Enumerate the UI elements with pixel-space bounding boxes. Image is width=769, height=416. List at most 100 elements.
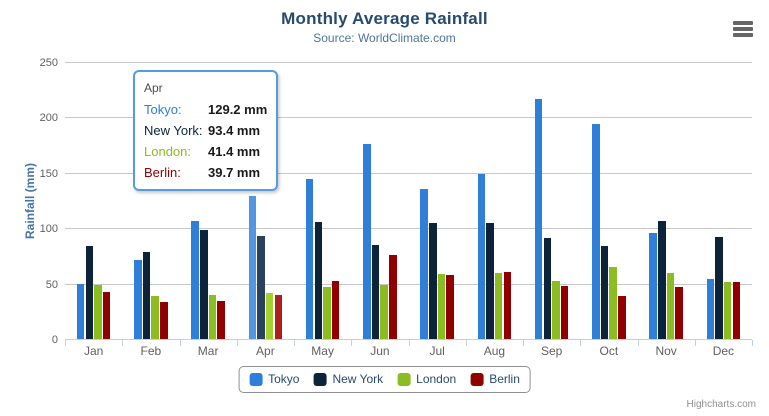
bar-berlin-oct[interactable] [618, 295, 626, 339]
bar-new-york-feb[interactable] [142, 251, 151, 339]
x-axis-tick [580, 340, 582, 346]
bar-london-nov[interactable] [666, 273, 675, 339]
x-axis-label-nov: Nov [655, 344, 677, 358]
bar-new-york-sep[interactable] [543, 237, 552, 339]
legend-swatch-london [397, 373, 411, 386]
chart-title: Monthly Average Rainfall [281, 9, 488, 28]
bar-tokyo-feb[interactable] [134, 259, 142, 339]
bar-berlin-may[interactable] [331, 280, 340, 339]
chart-subtitle: Source: WorldClimate.com [313, 31, 456, 45]
bar-tokyo-may[interactable] [305, 179, 314, 339]
bar-tokyo-oct[interactable] [592, 123, 600, 339]
bar-berlin-nov[interactable] [675, 287, 683, 339]
bar-new-york-aug[interactable] [486, 223, 494, 339]
bar-london-feb[interactable] [151, 296, 159, 339]
x-axis-tick [122, 340, 124, 346]
bar-berlin-apr[interactable] [274, 295, 283, 339]
bar-new-york-jun[interactable] [371, 245, 380, 339]
bar-new-york-mar[interactable] [200, 229, 208, 339]
bar-berlin-sep[interactable] [560, 286, 569, 339]
legend-swatch-new-york [313, 373, 327, 386]
legend-label-london: London [416, 372, 457, 386]
x-axis-label-may: May [311, 344, 334, 358]
legend-label-new-york: New York [332, 372, 384, 386]
x-axis-tick [694, 340, 696, 346]
x-axis-label-oct: Oct [599, 344, 619, 358]
bar-tokyo-apr[interactable] [248, 195, 257, 339]
bar-berlin-aug[interactable] [503, 272, 512, 339]
credits-link[interactable]: Highcharts.com [686, 399, 756, 410]
legend: Tokyo New York London Berlin [238, 366, 531, 393]
gridline-100 [65, 228, 752, 230]
x-axis-tick [408, 340, 410, 346]
export-menu-button[interactable] [733, 21, 753, 37]
bar-london-sep[interactable] [552, 280, 560, 339]
legend-swatch-tokyo [249, 373, 263, 386]
legend-label-berlin: Berlin [489, 372, 520, 386]
bar-tokyo-sep[interactable] [534, 99, 543, 339]
x-axis-tick [65, 340, 66, 346]
legend-item-berlin[interactable]: Berlin [470, 372, 520, 387]
x-axis-tick [179, 340, 181, 346]
bar-tokyo-jun[interactable] [363, 144, 371, 339]
x-axis-tick [465, 340, 467, 346]
bar-new-york-jul[interactable] [429, 222, 437, 339]
y-axis-label-250: 250 [39, 57, 58, 69]
bar-berlin-mar[interactable] [217, 300, 225, 339]
bar-london-jun[interactable] [380, 285, 388, 339]
x-axis-label-jun: Jun [370, 344, 390, 358]
bar-london-jul[interactable] [437, 273, 446, 339]
bar-new-york-may[interactable] [314, 221, 323, 339]
legend-swatch-berlin [470, 373, 484, 386]
x-axis-label-sep: Sep [540, 344, 563, 358]
x-axis-label-jul: Jul [429, 344, 445, 358]
bar-berlin-jun[interactable] [389, 255, 397, 339]
x-axis-label-dec: Dec [712, 344, 735, 358]
x-axis-tick [523, 340, 524, 346]
bar-tokyo-aug[interactable] [477, 174, 486, 339]
y-axis-label-150: 150 [39, 167, 58, 180]
bar-tokyo-jan[interactable] [76, 283, 85, 339]
legend-label-tokyo: Tokyo [268, 372, 300, 386]
x-axis-label-feb: Feb [140, 344, 162, 358]
bar-new-york-apr[interactable] [257, 235, 265, 339]
bar-london-apr[interactable] [265, 293, 274, 339]
legend-item-tokyo[interactable]: Tokyo [249, 372, 299, 387]
bar-berlin-feb[interactable] [160, 302, 168, 339]
y-axis-label-50: 50 [45, 278, 58, 291]
bar-tokyo-jul[interactable] [420, 188, 428, 339]
bar-london-dec[interactable] [723, 282, 732, 339]
bar-london-may[interactable] [323, 286, 331, 339]
legend-item-new-york[interactable]: New York [313, 372, 383, 387]
x-axis-tick [236, 340, 238, 346]
bar-london-jan[interactable] [94, 284, 102, 339]
bar-tokyo-dec[interactable] [706, 278, 715, 339]
bar-new-york-oct[interactable] [600, 246, 609, 339]
bar-london-aug[interactable] [494, 272, 503, 339]
bar-tokyo-mar[interactable] [191, 221, 199, 339]
legend-item-london[interactable]: London [397, 372, 456, 387]
gridline-50 [65, 283, 752, 285]
gridline-200 [65, 117, 752, 119]
y-axis-label-100: 100 [39, 223, 58, 236]
bar-berlin-jul[interactable] [446, 275, 454, 339]
x-axis-label-jan: Jan [83, 344, 104, 358]
gridline-250 [65, 62, 752, 63]
bar-berlin-jan[interactable] [102, 292, 111, 339]
x-axis-tick [294, 340, 295, 346]
bar-london-oct[interactable] [609, 266, 617, 339]
x-axis-label-mar: Mar [197, 344, 219, 358]
y-axis-label-0: 0 [51, 334, 58, 346]
gridline-150 [65, 172, 752, 174]
bar-new-york-nov[interactable] [658, 220, 666, 339]
x-axis-label-apr: Apr [256, 344, 275, 358]
plot-area [65, 62, 753, 346]
x-axis-tick [637, 340, 639, 346]
bar-new-york-jan[interactable] [85, 246, 94, 339]
bar-berlin-dec[interactable] [732, 282, 741, 339]
bar-new-york-dec[interactable] [715, 236, 723, 339]
x-axis-label-aug: Aug [483, 344, 506, 358]
hamburger-icon [733, 21, 753, 37]
bar-london-mar[interactable] [208, 295, 217, 339]
bar-tokyo-nov[interactable] [649, 233, 657, 339]
